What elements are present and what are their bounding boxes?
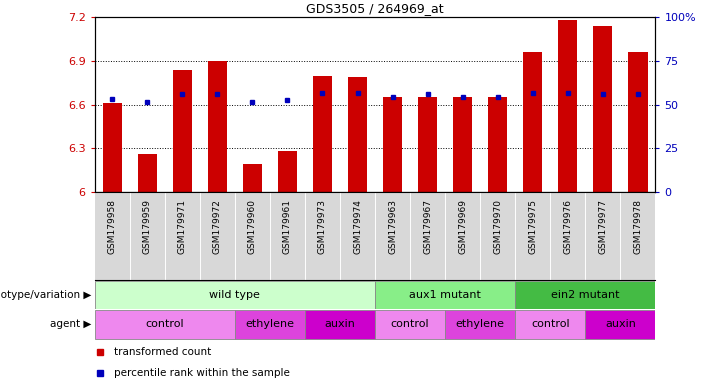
Text: GSM179963: GSM179963 — [388, 199, 397, 254]
Bar — [137, 154, 157, 192]
Text: aux1 mutant: aux1 mutant — [409, 290, 481, 300]
Bar — [243, 164, 262, 192]
Text: GSM179969: GSM179969 — [458, 199, 467, 254]
Text: GSM179960: GSM179960 — [248, 199, 257, 254]
Bar — [207, 61, 227, 192]
Text: control: control — [145, 319, 184, 329]
Bar — [488, 98, 508, 192]
Bar — [375, 310, 445, 339]
Text: control: control — [390, 319, 430, 329]
Bar — [172, 70, 192, 192]
Text: GSM179958: GSM179958 — [108, 199, 116, 254]
Text: GSM179974: GSM179974 — [353, 199, 362, 254]
Bar — [593, 26, 613, 192]
Text: auxin: auxin — [605, 319, 636, 329]
Bar — [418, 98, 437, 192]
Text: transformed count: transformed count — [114, 347, 212, 357]
Text: GSM179967: GSM179967 — [423, 199, 432, 254]
Bar — [558, 20, 578, 192]
Bar — [102, 103, 122, 192]
Text: GSM179970: GSM179970 — [494, 199, 502, 254]
Text: GSM179973: GSM179973 — [318, 199, 327, 254]
Text: ethylene: ethylene — [456, 319, 505, 329]
Bar — [313, 76, 332, 192]
Bar — [628, 52, 648, 192]
Text: GSM179961: GSM179961 — [283, 199, 292, 254]
Bar — [445, 310, 515, 339]
Bar — [515, 310, 585, 339]
Text: wild type: wild type — [210, 290, 260, 300]
Bar — [453, 98, 472, 192]
Bar — [515, 281, 655, 309]
Text: ethylene: ethylene — [245, 319, 294, 329]
Bar — [95, 310, 235, 339]
Bar — [278, 151, 297, 192]
Text: GSM179978: GSM179978 — [634, 199, 642, 254]
Text: ein2 mutant: ein2 mutant — [551, 290, 620, 300]
Text: GSM179972: GSM179972 — [213, 199, 222, 254]
Text: percentile rank within the sample: percentile rank within the sample — [114, 368, 290, 378]
Bar — [305, 310, 375, 339]
Text: GSM179977: GSM179977 — [599, 199, 607, 254]
Text: GSM179975: GSM179975 — [529, 199, 537, 254]
Text: auxin: auxin — [325, 319, 355, 329]
Bar — [375, 281, 515, 309]
Text: agent ▶: agent ▶ — [50, 319, 91, 329]
Text: control: control — [531, 319, 570, 329]
Title: GDS3505 / 264969_at: GDS3505 / 264969_at — [306, 2, 444, 15]
Bar — [235, 310, 305, 339]
Bar — [348, 77, 367, 192]
Text: GSM179959: GSM179959 — [143, 199, 151, 254]
Text: genotype/variation ▶: genotype/variation ▶ — [0, 290, 91, 300]
Bar — [585, 310, 655, 339]
Bar — [383, 98, 402, 192]
Text: GSM179976: GSM179976 — [564, 199, 572, 254]
Bar — [95, 281, 375, 309]
Text: GSM179971: GSM179971 — [178, 199, 186, 254]
Bar — [523, 52, 543, 192]
